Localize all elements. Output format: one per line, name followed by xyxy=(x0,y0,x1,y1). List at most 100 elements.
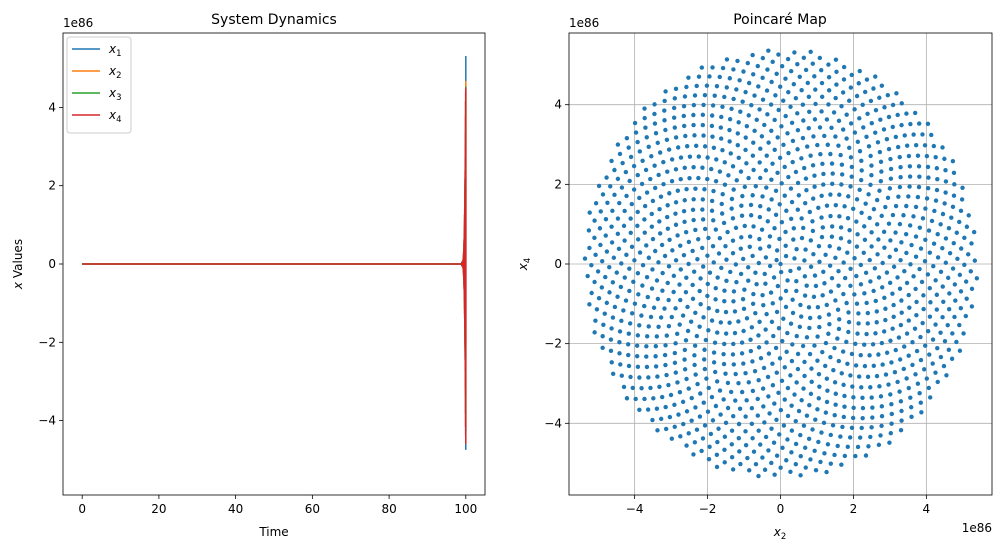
scatter-point xyxy=(857,435,863,440)
scatter-point xyxy=(951,193,957,198)
scatter-point xyxy=(713,403,719,409)
scatter-point xyxy=(744,398,749,403)
right-x-tick-label: 0 xyxy=(777,502,785,516)
scatter-point xyxy=(828,355,833,360)
scatter-point xyxy=(850,384,855,389)
scatter-point xyxy=(648,176,653,182)
scatter-point xyxy=(824,376,830,381)
scatter-point xyxy=(700,112,706,118)
scatter-point xyxy=(890,326,895,331)
scatter-point xyxy=(612,304,618,310)
scatter-point xyxy=(946,347,952,353)
scatter-point xyxy=(691,452,696,457)
scatter-point xyxy=(908,395,913,400)
scatter-point xyxy=(652,111,657,117)
scatter-point xyxy=(711,260,716,265)
scatter-point xyxy=(938,330,943,335)
scatter-point xyxy=(906,353,911,358)
scatter-point xyxy=(751,140,756,145)
scatter-point xyxy=(879,413,885,419)
scatter-point xyxy=(657,150,663,155)
scatter-point xyxy=(859,385,864,390)
scatter-point xyxy=(672,402,677,408)
scatter-point xyxy=(763,434,769,440)
scatter-point xyxy=(838,236,844,241)
scatter-point xyxy=(917,174,922,179)
scatter-point xyxy=(833,298,838,303)
scatter-point xyxy=(727,117,733,122)
scatter-point xyxy=(826,102,831,107)
scatter-point xyxy=(719,211,725,216)
scatter-point xyxy=(812,173,817,178)
scatter-point xyxy=(774,417,779,422)
scatter-point xyxy=(790,138,796,144)
scatter-point xyxy=(735,131,740,136)
scatter-point xyxy=(645,407,651,412)
scatter-point xyxy=(853,453,858,459)
scatter-point xyxy=(808,49,813,54)
scatter-point xyxy=(754,117,759,122)
series-line-x2 xyxy=(82,80,467,439)
scatter-point xyxy=(851,206,856,212)
scatter-point xyxy=(819,80,825,86)
scatter-point xyxy=(747,468,752,473)
scatter-point xyxy=(895,112,900,118)
scatter-point xyxy=(815,334,820,339)
scatter-point xyxy=(817,324,822,330)
left-x-ticks: 0 20 40 60 80 100 xyxy=(78,495,477,516)
scatter-point xyxy=(769,79,774,85)
scatter-point xyxy=(772,401,777,406)
scatter-point xyxy=(713,227,719,232)
scatter-point xyxy=(779,124,784,129)
scatter-point xyxy=(696,175,701,181)
scatter-point xyxy=(750,52,755,58)
scatter-point xyxy=(640,262,646,268)
scatter-point xyxy=(621,223,627,229)
scatter-point xyxy=(705,176,710,182)
scatter-point xyxy=(840,349,846,354)
scatter-point xyxy=(629,244,635,249)
scatter-point xyxy=(755,413,760,418)
scatter-point xyxy=(845,250,850,255)
scatter-point xyxy=(912,326,918,331)
scatter-point xyxy=(793,95,799,101)
scatter-point xyxy=(720,65,726,71)
scatter-point xyxy=(966,213,971,218)
scatter-point xyxy=(610,315,616,320)
scatter-point xyxy=(762,122,767,128)
scatter-point xyxy=(855,139,861,144)
scatter-point xyxy=(866,144,872,149)
scatter-point xyxy=(887,440,892,445)
scatter-point xyxy=(816,439,821,445)
scatter-point xyxy=(704,83,710,88)
scatter-point xyxy=(812,74,817,79)
scatter-point xyxy=(672,360,678,365)
scatter-point xyxy=(769,460,774,466)
scatter-point xyxy=(729,442,734,447)
scatter-point xyxy=(624,136,630,141)
scatter-point xyxy=(893,134,899,140)
scatter-point xyxy=(822,281,827,286)
scatter-point xyxy=(845,361,850,366)
scatter-point xyxy=(901,213,906,218)
scatter-point xyxy=(737,449,742,454)
scatter-point xyxy=(878,433,883,438)
scatter-point xyxy=(731,289,737,294)
scatter-point xyxy=(778,269,784,275)
scatter-point xyxy=(864,331,869,337)
scatter-point xyxy=(705,253,710,258)
scatter-point xyxy=(816,243,822,249)
scatter-point xyxy=(795,180,801,186)
scatter-point xyxy=(687,154,693,159)
scatter-point xyxy=(793,418,798,424)
scatter-point xyxy=(757,319,762,325)
scatter-point xyxy=(915,194,921,200)
scatter-point xyxy=(868,279,873,284)
scatter-point xyxy=(828,192,833,197)
scatter-point xyxy=(723,243,728,249)
scatter-point xyxy=(869,425,874,430)
scatter-point xyxy=(969,241,974,246)
scatter-point xyxy=(844,136,849,141)
scatter-point xyxy=(635,209,640,215)
